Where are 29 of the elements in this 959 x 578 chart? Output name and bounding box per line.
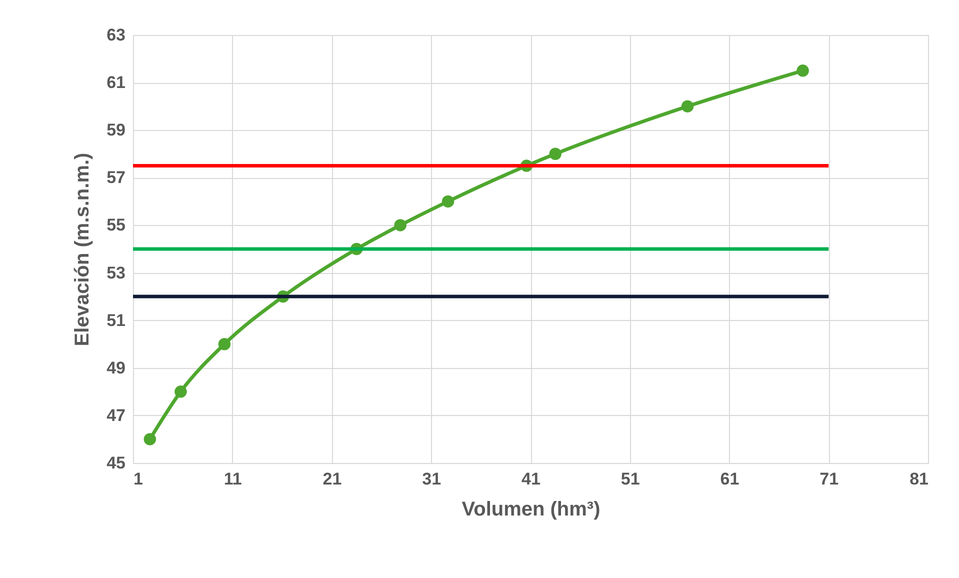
point bbox=[681, 100, 694, 112]
x-tick-label: 51 bbox=[620, 470, 640, 488]
y-tick-label: 63 bbox=[106, 26, 126, 44]
x-tick-label: 31 bbox=[422, 470, 442, 488]
point bbox=[394, 219, 406, 232]
point bbox=[174, 386, 187, 398]
x-tick-label: 11 bbox=[224, 470, 242, 488]
y-tick-label: 51 bbox=[106, 310, 126, 330]
y-tick-label: 57 bbox=[106, 168, 126, 188]
x-axis-title: Volumen (hm³) bbox=[462, 498, 600, 520]
y-tick-label: 47 bbox=[106, 406, 126, 425]
y-tick-label: 59 bbox=[106, 120, 126, 140]
x-tick-label: 81 bbox=[910, 470, 928, 488]
x-tick-label: 71 bbox=[820, 470, 839, 488]
x-tick-label: 41 bbox=[522, 470, 540, 488]
y-tick-label: 45 bbox=[106, 454, 126, 472]
y-tick-label: 55 bbox=[106, 216, 126, 235]
y-axis-title: Elevación (m.s.n.m.) bbox=[72, 152, 94, 346]
y-tick-label: 61 bbox=[106, 73, 126, 92]
point bbox=[144, 433, 156, 446]
x-tick-label: 1 bbox=[134, 470, 143, 488]
point bbox=[796, 64, 809, 77]
point bbox=[218, 338, 231, 350]
x-tick-label: 61 bbox=[720, 470, 740, 488]
point bbox=[442, 195, 454, 208]
y-tick-label: 53 bbox=[106, 263, 126, 282]
x-tick-label: 21 bbox=[322, 470, 342, 488]
y-tick-label: 49 bbox=[106, 358, 126, 378]
point bbox=[549, 148, 562, 160]
